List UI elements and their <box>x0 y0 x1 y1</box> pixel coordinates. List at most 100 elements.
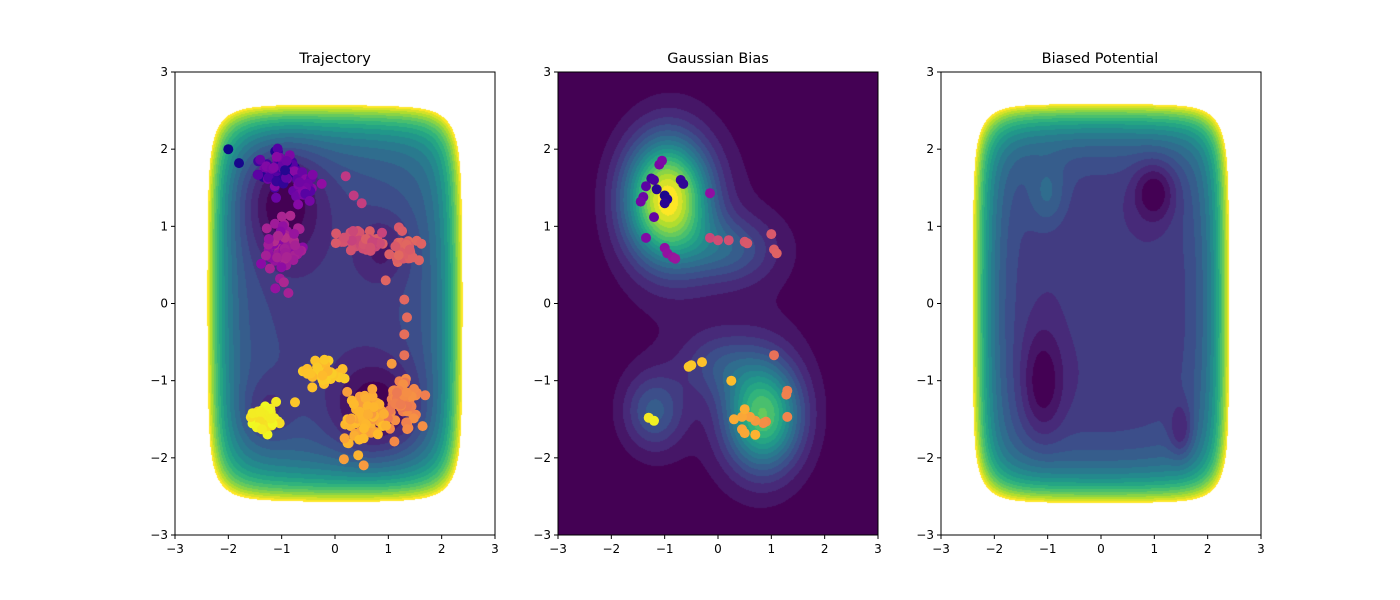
scatter-point <box>294 177 305 188</box>
scatter-point <box>368 402 379 413</box>
gaussian-centers <box>635 155 793 440</box>
scatter-point <box>390 241 401 252</box>
scatter-point <box>270 283 281 294</box>
scatter-point <box>271 396 282 407</box>
scatter-point <box>272 143 283 154</box>
scatter-point <box>375 238 386 249</box>
scatter-point <box>641 232 651 243</box>
scatter-point <box>766 229 777 240</box>
scatter-point <box>271 192 282 203</box>
scatter-point <box>414 255 424 266</box>
scatter-point <box>758 418 769 429</box>
y-tick-label: 2 <box>543 142 551 156</box>
scatter-point <box>283 288 294 298</box>
axis-ticks: −3 −2 −1 0 1 2 3 −3 −2 −1 0 1 2 3 <box>150 65 499 556</box>
panel-trajectory: Trajectory −3 −2 −1 0 1 2 3 −3 −2 −1 0 1 2 3 <box>150 51 499 556</box>
scatter-point <box>300 188 311 199</box>
scatter-point <box>345 414 356 425</box>
scatter-point <box>337 364 348 374</box>
scatter-point <box>330 238 341 249</box>
scatter-point <box>356 198 367 209</box>
scatter-point <box>697 357 707 368</box>
scatter-point <box>739 428 750 439</box>
y-tick-label: −1 <box>916 374 934 388</box>
scatter-point <box>234 158 244 169</box>
scatter-point <box>384 249 395 260</box>
scatter-point <box>705 232 715 243</box>
scatter-point <box>402 312 412 323</box>
bias-contour-image <box>558 72 878 535</box>
x-tick-label: 0 <box>1097 542 1105 556</box>
scatter-point <box>255 154 266 165</box>
x-tick-label: −1 <box>1039 542 1057 556</box>
scatter-point <box>223 144 234 155</box>
scatter-point <box>264 263 275 274</box>
scatter-point <box>345 245 356 256</box>
scatter-point <box>253 170 264 180</box>
scatter-point <box>272 252 283 263</box>
scatter-point <box>339 433 350 444</box>
x-tick-label: −3 <box>932 542 950 556</box>
scatter-point <box>781 389 792 400</box>
scatter-point <box>290 397 300 408</box>
scatter-point <box>307 382 318 393</box>
scatter-point <box>353 450 364 461</box>
scatter-point <box>670 253 681 264</box>
potential-contour-image <box>175 72 495 535</box>
scatter-point <box>686 360 697 371</box>
scatter-point <box>312 362 323 373</box>
scatter-point <box>705 188 715 199</box>
scatter-point <box>305 368 316 379</box>
scatter-point <box>416 238 427 249</box>
scatter-point <box>348 190 359 201</box>
scatter-point <box>417 421 428 432</box>
scatter-point <box>339 232 350 243</box>
scatter-point <box>713 235 723 246</box>
scatter-point <box>291 191 302 202</box>
scatter-point <box>659 198 670 209</box>
x-tick-label: 3 <box>1257 542 1265 556</box>
scatter-point <box>750 429 761 440</box>
scatter-point <box>381 420 392 431</box>
scatter-point <box>271 151 282 162</box>
x-tick-label: 0 <box>331 542 339 556</box>
scatter-point <box>739 404 750 415</box>
y-tick-label: 3 <box>160 65 168 79</box>
y-tick-label: 3 <box>926 65 934 79</box>
scatter-point <box>395 399 406 410</box>
scatter-point <box>268 162 279 173</box>
scatter-point <box>657 155 667 166</box>
panel-title: Trajectory <box>298 51 371 67</box>
x-tick-label: −2 <box>219 542 237 556</box>
scatter-point <box>276 262 287 273</box>
scatter-point <box>397 226 408 236</box>
scatter-point <box>263 172 274 183</box>
y-tick-label: 2 <box>926 142 934 156</box>
scatter-point <box>342 386 353 397</box>
scatter-point <box>649 415 659 426</box>
scatter-point <box>363 409 374 420</box>
x-tick-label: 3 <box>491 542 499 556</box>
scatter-point <box>771 248 782 259</box>
x-tick-label: −2 <box>985 542 1003 556</box>
scatter-point <box>378 409 389 419</box>
y-tick-label: −2 <box>150 451 168 465</box>
scatter-point <box>331 228 342 239</box>
y-tick-label: 1 <box>160 219 168 233</box>
scatter-point <box>354 406 365 417</box>
panel-gaussian-bias: Gaussian Bias −3 −2 −1 0 1 2 3 −3 −2 −1 0 1 2 3 <box>533 51 882 556</box>
panel-title: Gaussian Bias <box>667 51 769 67</box>
scatter-point <box>649 212 659 223</box>
scatter-point <box>273 230 284 241</box>
scatter-point <box>270 218 280 229</box>
axis-ticks: −3 −2 −1 0 1 2 3 −3 −2 −1 0 1 2 3 <box>533 65 882 556</box>
scatter-point <box>737 411 747 422</box>
scatter-point <box>281 156 292 166</box>
scatter-point <box>742 238 753 249</box>
x-tick-label: −1 <box>656 542 674 556</box>
x-tick-label: 0 <box>714 542 722 556</box>
scatter-point <box>391 387 402 398</box>
scatter-point <box>402 424 413 435</box>
scatter-point <box>317 370 328 381</box>
scatter-point <box>745 411 755 422</box>
